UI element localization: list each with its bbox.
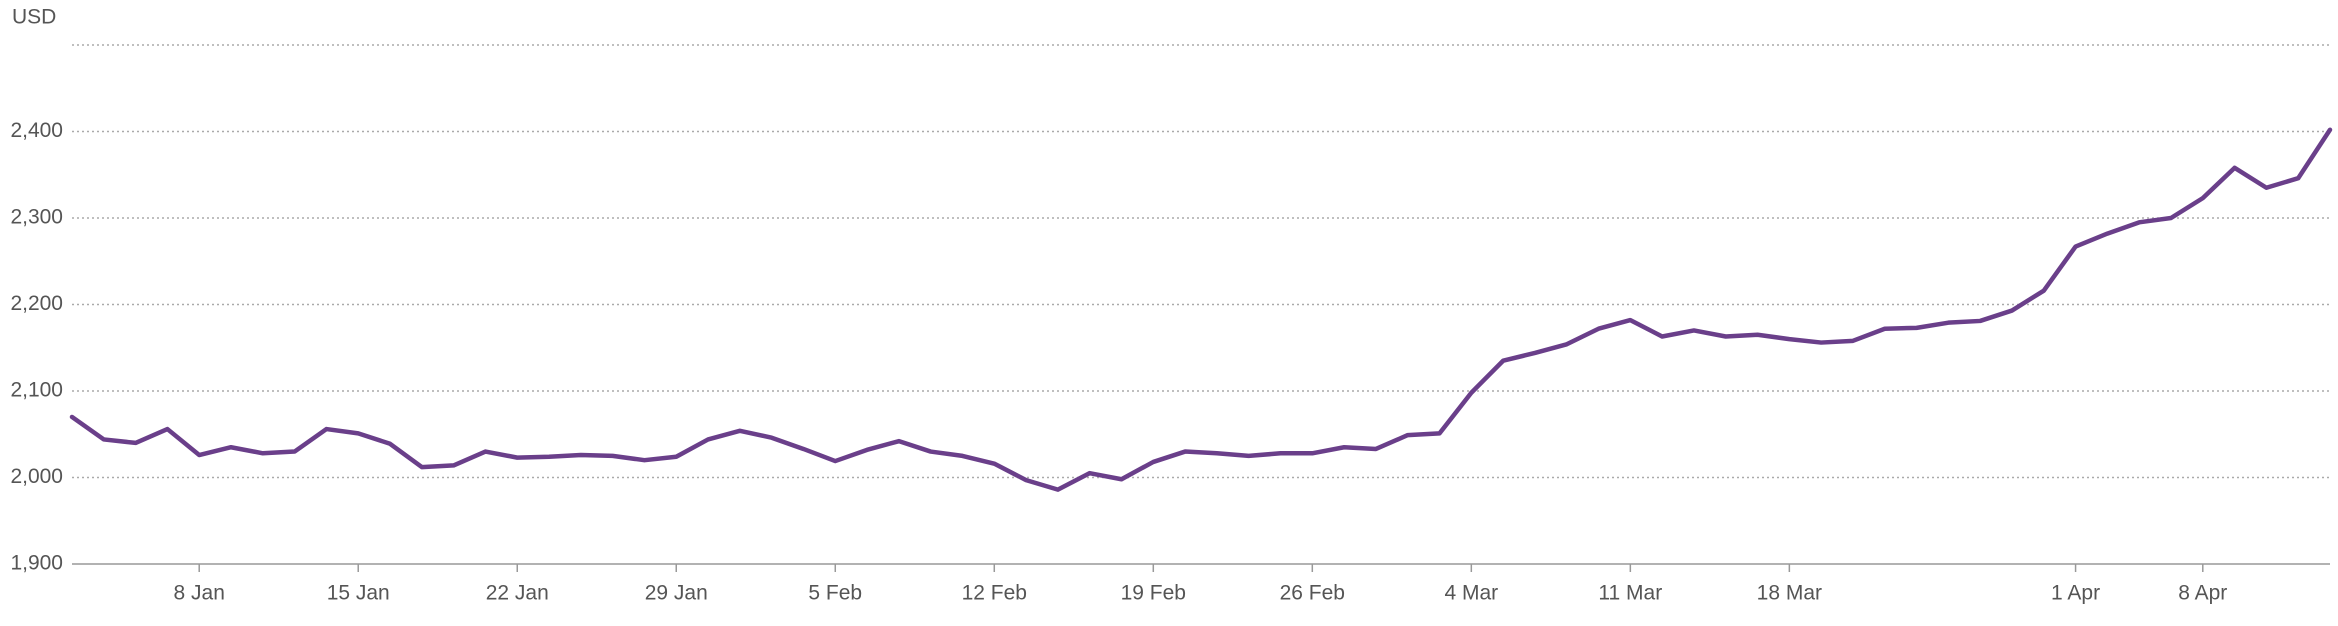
- x-tick-label: 15 Jan: [327, 582, 390, 605]
- y-tick-label: 2,400: [10, 119, 63, 142]
- y-tick-label: 2,000: [10, 465, 63, 488]
- x-tick-label: 5 Feb: [808, 582, 862, 605]
- price-line: [69, 127, 2333, 492]
- y-tick-label: 1,900: [10, 552, 63, 575]
- y-tick-label: 2,100: [10, 379, 63, 402]
- x-tick-label: 11 Mar: [1598, 582, 1662, 605]
- x-tick-label: 4 Mar: [1444, 582, 1498, 605]
- y-axis-label: USD: [12, 6, 56, 29]
- y-tick-label: 2,200: [10, 292, 63, 315]
- y-tick-label: 2,300: [10, 206, 63, 229]
- x-tick-label: 22 Jan: [486, 582, 549, 605]
- x-tick-label: 26 Feb: [1280, 582, 1345, 605]
- x-tick-label: 8 Jan: [174, 582, 225, 605]
- x-tick-label: 29 Jan: [645, 582, 708, 605]
- x-tick-label: 1 Apr: [2051, 582, 2100, 605]
- x-tick-label: 19 Feb: [1121, 582, 1186, 605]
- x-tick-label: 8 Apr: [2178, 582, 2227, 605]
- x-tick-label: 12 Feb: [962, 582, 1027, 605]
- x-tick-label: 18 Mar: [1757, 582, 1822, 605]
